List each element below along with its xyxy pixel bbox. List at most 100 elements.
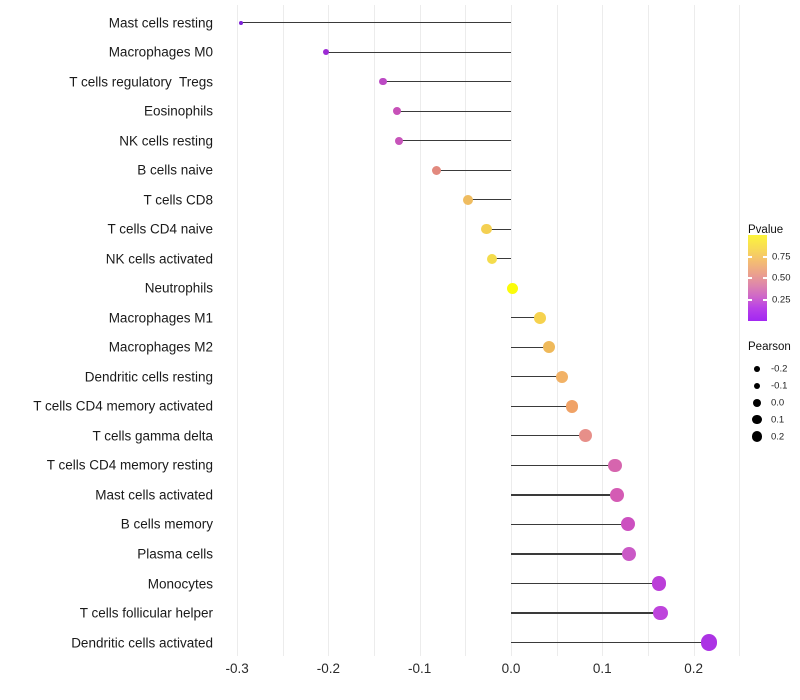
y-axis-label: T cells CD4 memory activated [33, 398, 213, 414]
y-axis-label: B cells memory [120, 516, 213, 532]
y-axis-label: T cells gamma delta [92, 428, 213, 444]
pearson-legend-label: -0.1 [771, 380, 788, 392]
gridline [693, 5, 695, 656]
data-point [238, 20, 243, 25]
y-axis-label: T cells follicular helper [79, 605, 213, 621]
lollipop-stem [511, 494, 617, 496]
lollipop-stem [511, 582, 659, 585]
x-axis-label: 0.2 [684, 661, 703, 676]
pvalue-legend-label: 0.50 [772, 272, 791, 284]
data-point [379, 77, 387, 86]
data-point [394, 136, 403, 145]
data-point [653, 605, 669, 621]
colorbar-tick [763, 298, 767, 301]
y-axis-label: T cells CD4 memory resting [46, 457, 213, 473]
lollipop-stem [383, 81, 511, 83]
data-point [620, 517, 635, 532]
data-point [565, 400, 579, 413]
data-point [556, 370, 569, 383]
data-point [392, 107, 401, 116]
gridline [602, 5, 604, 656]
pvalue-legend-label: 0.75 [772, 251, 791, 262]
y-axis-label: Plasma cells [137, 546, 213, 562]
lollipop-stem [511, 612, 661, 614]
y-axis-label: Neutrophils [144, 280, 213, 296]
gridline [739, 5, 741, 656]
y-axis-label: Mast cells activated [95, 487, 213, 503]
lollipop-stem [398, 140, 511, 142]
gridline [511, 5, 512, 656]
pvalue-legend-title: Pvalue [748, 224, 784, 236]
x-axis-label: -0.3 [225, 661, 249, 676]
lollipop-stem [511, 464, 616, 467]
colorbar-tick [763, 255, 767, 258]
data-point [431, 165, 441, 175]
y-axis-label: Dendritic cells activated [71, 635, 213, 650]
colorbar-tick [748, 277, 752, 279]
data-point [481, 224, 492, 235]
y-axis-label: T cells CD4 naive [107, 221, 213, 237]
pvalue-legend-label: 0.25 [772, 294, 791, 305]
pearson-legend-dot [754, 366, 760, 373]
pearson-legend-label: 0.0 [771, 397, 785, 409]
x-axis-label: -0.2 [316, 661, 341, 676]
gridline [237, 5, 239, 656]
gridline [282, 5, 284, 656]
data-point [621, 546, 636, 561]
data-point [701, 634, 718, 651]
lollipop-stem [511, 523, 628, 526]
gridline [648, 5, 649, 656]
gridline [374, 5, 376, 656]
lollipop-stem [511, 376, 563, 378]
gridline [465, 5, 467, 656]
x-axis-label: 0.0 [501, 661, 521, 676]
colorbar-tick [748, 298, 752, 301]
y-axis-label: NK cells resting [119, 133, 213, 149]
y-axis-label: T cells CD8 [143, 192, 213, 208]
y-axis-label: T cells regulatory Tregs [69, 74, 213, 90]
pearson-legend-dot [751, 431, 763, 443]
y-axis-label: Monocytes [147, 576, 213, 591]
lollipop-stem [511, 346, 550, 348]
data-point [610, 488, 624, 502]
data-point [322, 49, 329, 56]
pearson-legend-dot [752, 415, 762, 425]
y-axis-label: Mast cells resting [108, 15, 213, 31]
lollipop-stem [511, 405, 573, 407]
data-point [651, 576, 667, 591]
pearson-legend-label: 0.1 [771, 414, 785, 426]
lollipop-stem [396, 110, 511, 112]
lollipop-stem [511, 317, 541, 319]
data-point [486, 253, 498, 265]
lollipop-stem [511, 435, 586, 437]
data-point [507, 282, 519, 294]
colorbar-tick [748, 255, 752, 258]
gridline [556, 5, 558, 656]
x-axis-label: -0.1 [408, 661, 432, 676]
lollipop-stem [436, 169, 511, 171]
gridline [419, 5, 421, 656]
lollipop-stem [325, 51, 511, 53]
y-axis-label: Macrophages M0 [108, 44, 213, 60]
lollipop-stem [468, 199, 511, 201]
pearson-legend-label: -0.2 [771, 363, 788, 375]
lollipop-stem [511, 553, 629, 555]
y-axis-label: B cells naive [137, 162, 213, 178]
y-axis-label: Eosinophils [143, 103, 213, 119]
data-point [463, 194, 474, 205]
pearson-legend-title: Pearson [748, 341, 791, 353]
pearson-legend-dot [753, 382, 761, 390]
pearson-legend-dot [752, 398, 762, 408]
colorbar-tick [763, 277, 767, 279]
lollipop-stem [491, 258, 511, 260]
data-point [543, 341, 556, 354]
lollipop-stem [511, 641, 710, 644]
y-axis-label: Macrophages M2 [108, 339, 213, 355]
data-point [608, 458, 622, 473]
y-axis-label: Macrophages M1 [108, 310, 213, 326]
gridline [328, 5, 330, 656]
data-point [534, 312, 547, 324]
lollipop-stem [240, 22, 511, 24]
y-axis-label: Dendritic cells resting [84, 369, 213, 385]
